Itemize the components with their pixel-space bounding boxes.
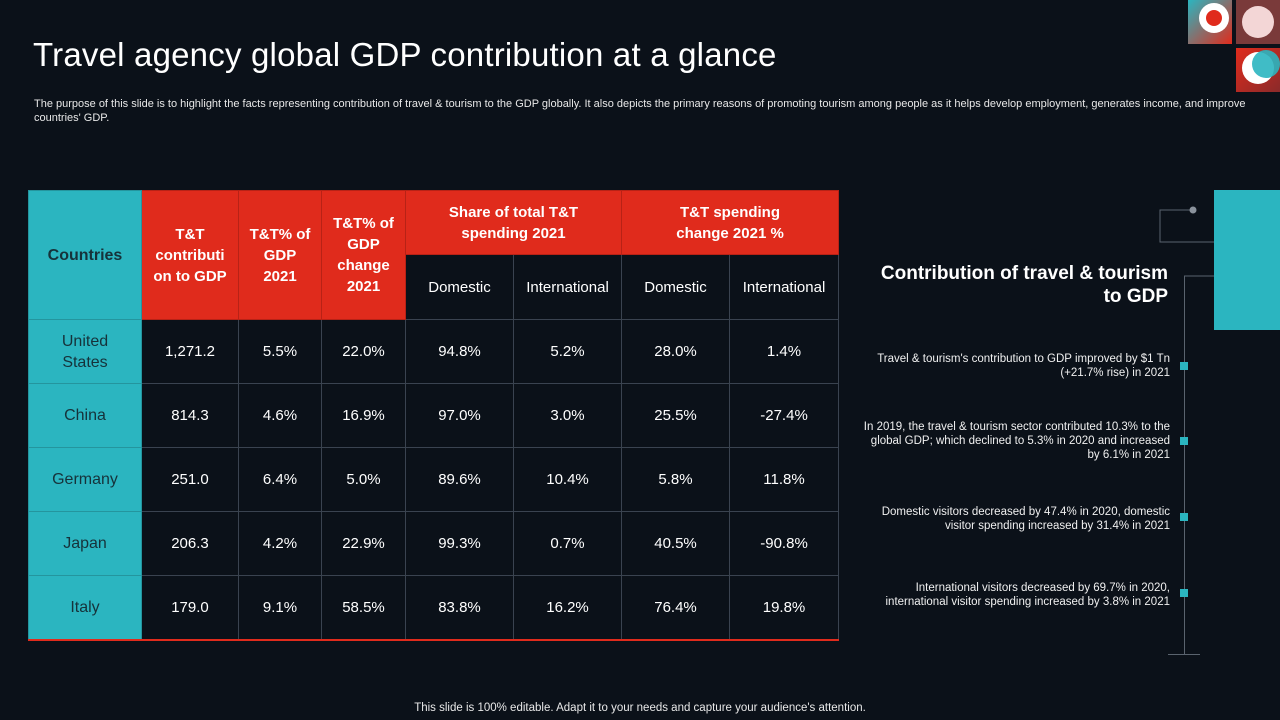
- footer-note: This slide is 100% editable. Adapt it to…: [414, 702, 866, 714]
- change-domestic-cell: 76.4%: [621, 575, 731, 641]
- timeline-line: [1184, 276, 1185, 654]
- country-cell: Germany: [28, 447, 142, 512]
- table-row: Italy 179.0 9.1% 58.5% 83.8% 16.2% 76.4%…: [28, 575, 840, 641]
- pct-2021-cell: 6.4%: [238, 447, 322, 512]
- contribution-cell: 251.0: [141, 447, 239, 512]
- header-share-domestic: Domestic: [405, 254, 514, 320]
- share-domestic-cell: 89.6%: [405, 447, 514, 512]
- change-international-cell: 1.4%: [729, 319, 840, 384]
- timeline-marker-icon: [1180, 362, 1188, 370]
- table-row: Germany 251.0 6.4% 5.0% 89.6% 10.4% 5.8%…: [28, 447, 840, 512]
- change-international-cell: -90.8%: [729, 511, 840, 576]
- country-cell: China: [28, 383, 142, 448]
- side-panel-title: Contribution of travel & tourism to GDP: [880, 263, 1168, 307]
- header-countries: Countries: [28, 190, 142, 320]
- table-row: Japan 206.3 4.2% 22.9% 99.3% 0.7% 40.5% …: [28, 511, 840, 576]
- share-international-cell: 3.0%: [512, 383, 623, 448]
- change-international-cell: 11.8%: [729, 447, 840, 512]
- country-cell: Italy: [28, 575, 142, 641]
- header-share-international: International: [512, 254, 623, 320]
- change-international-cell: 19.8%: [729, 575, 840, 641]
- table-row: United States 1,271.2 5.5% 22.0% 94.8% 5…: [28, 319, 840, 384]
- timeline-marker-icon: [1180, 589, 1188, 597]
- share-international-cell: 10.4%: [512, 447, 623, 512]
- change-domestic-cell: 5.8%: [621, 447, 731, 512]
- header-tt-contribution: T&T contributi on to GDP: [141, 190, 239, 320]
- share-international-cell: 16.2%: [512, 575, 623, 641]
- share-domestic-cell: 94.8%: [405, 319, 514, 384]
- connector-line-icon: [1159, 206, 1214, 277]
- change-domestic-cell: 28.0%: [621, 319, 731, 384]
- change-domestic-cell: 40.5%: [621, 511, 731, 576]
- header-spending-change: T&T spending change 2021 %: [621, 190, 840, 255]
- pct-2021-cell: 5.5%: [238, 319, 322, 384]
- page-title: Travel agency global GDP contribution at…: [33, 36, 777, 73]
- fact-item: In 2019, the travel & tourism sector con…: [863, 421, 1170, 461]
- contribution-cell: 206.3: [141, 511, 239, 576]
- share-international-cell: 5.2%: [512, 319, 623, 384]
- fact-item: International visitors decreased by 69.7…: [885, 582, 1171, 608]
- decorative-logo-icon: [1188, 0, 1280, 92]
- change-domestic-cell: 25.5%: [621, 383, 731, 448]
- share-domestic-cell: 97.0%: [405, 383, 514, 448]
- fact-item: Travel & tourism's contribution to GDP i…: [877, 353, 1170, 379]
- timeline-marker-icon: [1180, 437, 1188, 445]
- header-tt-pct-change: T&T% of GDP change 2021: [321, 190, 406, 320]
- country-cell: Japan: [28, 511, 142, 576]
- share-domestic-cell: 83.8%: [405, 575, 514, 641]
- country-cell: United States: [28, 319, 142, 384]
- header-change-domestic: Domestic: [621, 254, 731, 320]
- contribution-cell: 1,271.2: [141, 319, 239, 384]
- share-international-cell: 0.7%: [512, 511, 623, 576]
- contribution-cell: 814.3: [141, 383, 239, 448]
- change-international-cell: -27.4%: [729, 383, 840, 448]
- header-share-spending: Share of total T&T spending 2021: [404, 190, 623, 255]
- gdp-table: Countries T&T contributi on to GDP T&T% …: [28, 190, 840, 641]
- pct-2021-cell: 9.1%: [238, 575, 322, 641]
- header-tt-pct-2021: T&T% of GDP 2021: [238, 190, 322, 320]
- pct-2021-cell: 4.6%: [238, 383, 322, 448]
- share-domestic-cell: 99.3%: [405, 511, 514, 576]
- decorative-teal-block: [1214, 190, 1280, 330]
- timeline-marker-icon: [1180, 513, 1188, 521]
- table-row: China 814.3 4.6% 16.9% 97.0% 3.0% 25.5% …: [28, 383, 840, 448]
- pct-change-cell: 16.9%: [321, 383, 406, 448]
- pct-change-cell: 5.0%: [321, 447, 406, 512]
- pct-2021-cell: 4.2%: [238, 511, 322, 576]
- pct-change-cell: 58.5%: [321, 575, 406, 641]
- header-change-international: International: [729, 254, 840, 320]
- fact-item: Domestic visitors decreased by 47.4% in …: [881, 506, 1170, 532]
- pct-change-cell: 22.0%: [321, 319, 406, 384]
- contribution-cell: 179.0: [141, 575, 239, 641]
- pct-change-cell: 22.9%: [321, 511, 406, 576]
- slide-description: The purpose of this slide is to highligh…: [34, 98, 1246, 124]
- timeline-end-tick: [1168, 654, 1200, 655]
